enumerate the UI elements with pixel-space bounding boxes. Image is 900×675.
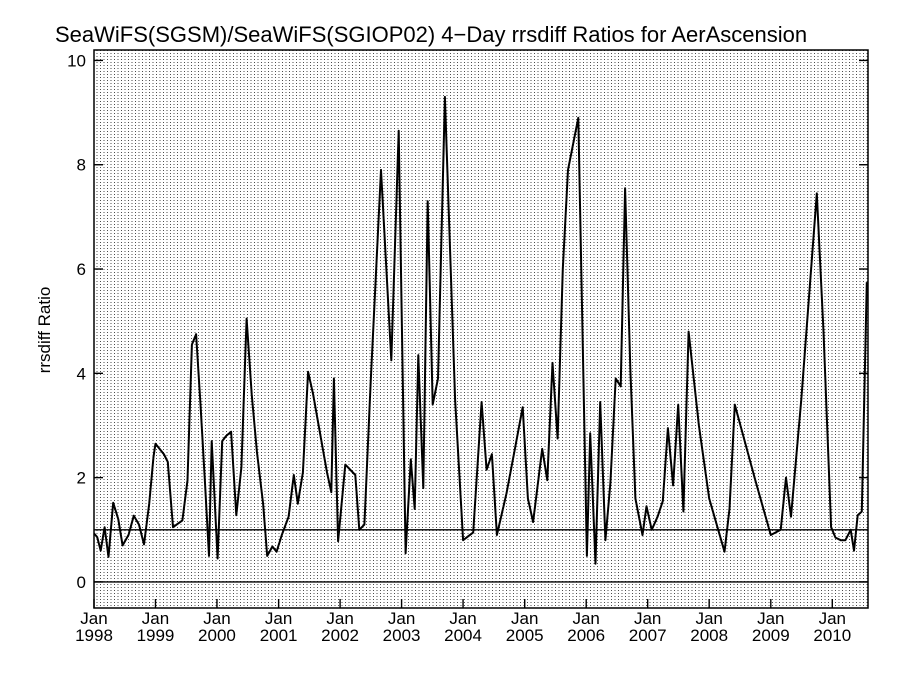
x-tick-label-month: Jan — [265, 609, 292, 628]
x-tick-label-month: Jan — [326, 609, 353, 628]
x-tick-label-month: Jan — [757, 609, 784, 628]
chart-title: SeaWiFS(SGSM)/SeaWiFS(SGIOP02) 4−Day rrs… — [55, 22, 807, 47]
x-tick-label-year: 1998 — [75, 626, 113, 645]
x-tick-label-month: Jan — [203, 609, 230, 628]
x-tick-label-month: Jan — [819, 609, 846, 628]
y-tick-label: 0 — [77, 573, 86, 592]
y-tick-label: 2 — [77, 469, 86, 488]
y-tick-label: 4 — [77, 364, 86, 383]
x-tick-label-year: 2000 — [198, 626, 236, 645]
x-tick-label-month: Jan — [695, 609, 722, 628]
x-tick-label-year: 2004 — [444, 626, 482, 645]
x-tick-label-month: Jan — [80, 609, 107, 628]
y-tick-label: 8 — [77, 156, 86, 175]
x-tick-label-month: Jan — [634, 609, 661, 628]
x-tick-label-year: 2003 — [383, 626, 421, 645]
x-tick-label-year: 1999 — [137, 626, 175, 645]
x-tick-label-month: Jan — [388, 609, 415, 628]
y-tick-label: 6 — [77, 260, 86, 279]
y-axis-label: rrsdiff Ratio — [35, 287, 54, 374]
plot-frame — [93, 49, 869, 609]
x-tick-label-year: 2009 — [752, 626, 790, 645]
x-tick-label-year: 2006 — [567, 626, 605, 645]
y-tick-label: 10 — [67, 51, 86, 70]
x-tick-label-month: Jan — [572, 609, 599, 628]
x-tick-label-year: 2007 — [629, 626, 667, 645]
series-line — [93, 95, 868, 565]
x-tick-label-year: 2010 — [813, 626, 851, 645]
x-tick-label-year: 2005 — [506, 626, 544, 645]
x-tick-label-month: Jan — [142, 609, 169, 628]
x-tick-label-year: 2001 — [260, 626, 298, 645]
x-tick-label-month: Jan — [449, 609, 476, 628]
x-tick-label-month: Jan — [511, 609, 538, 628]
x-tick-label-year: 2008 — [690, 626, 728, 645]
x-tick-label-year: 2002 — [321, 626, 359, 645]
